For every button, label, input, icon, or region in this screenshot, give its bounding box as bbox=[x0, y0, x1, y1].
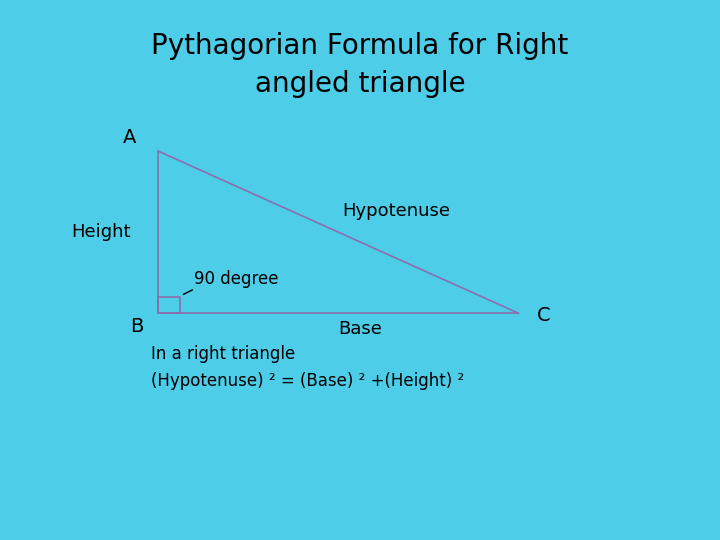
Text: In a right triangle: In a right triangle bbox=[151, 345, 295, 363]
Text: angled triangle: angled triangle bbox=[255, 70, 465, 98]
Text: Hypotenuse: Hypotenuse bbox=[342, 201, 450, 220]
Text: (Hypotenuse) ² = (Base) ² +(Height) ²: (Hypotenuse) ² = (Base) ² +(Height) ² bbox=[151, 372, 464, 390]
Text: Pythagorian Formula for Right: Pythagorian Formula for Right bbox=[151, 32, 569, 60]
Text: 90 degree: 90 degree bbox=[194, 270, 279, 288]
Text: Base: Base bbox=[338, 320, 382, 339]
Text: B: B bbox=[130, 317, 143, 336]
Text: C: C bbox=[537, 306, 550, 326]
Text: Height: Height bbox=[71, 223, 130, 241]
Text: A: A bbox=[123, 128, 136, 147]
